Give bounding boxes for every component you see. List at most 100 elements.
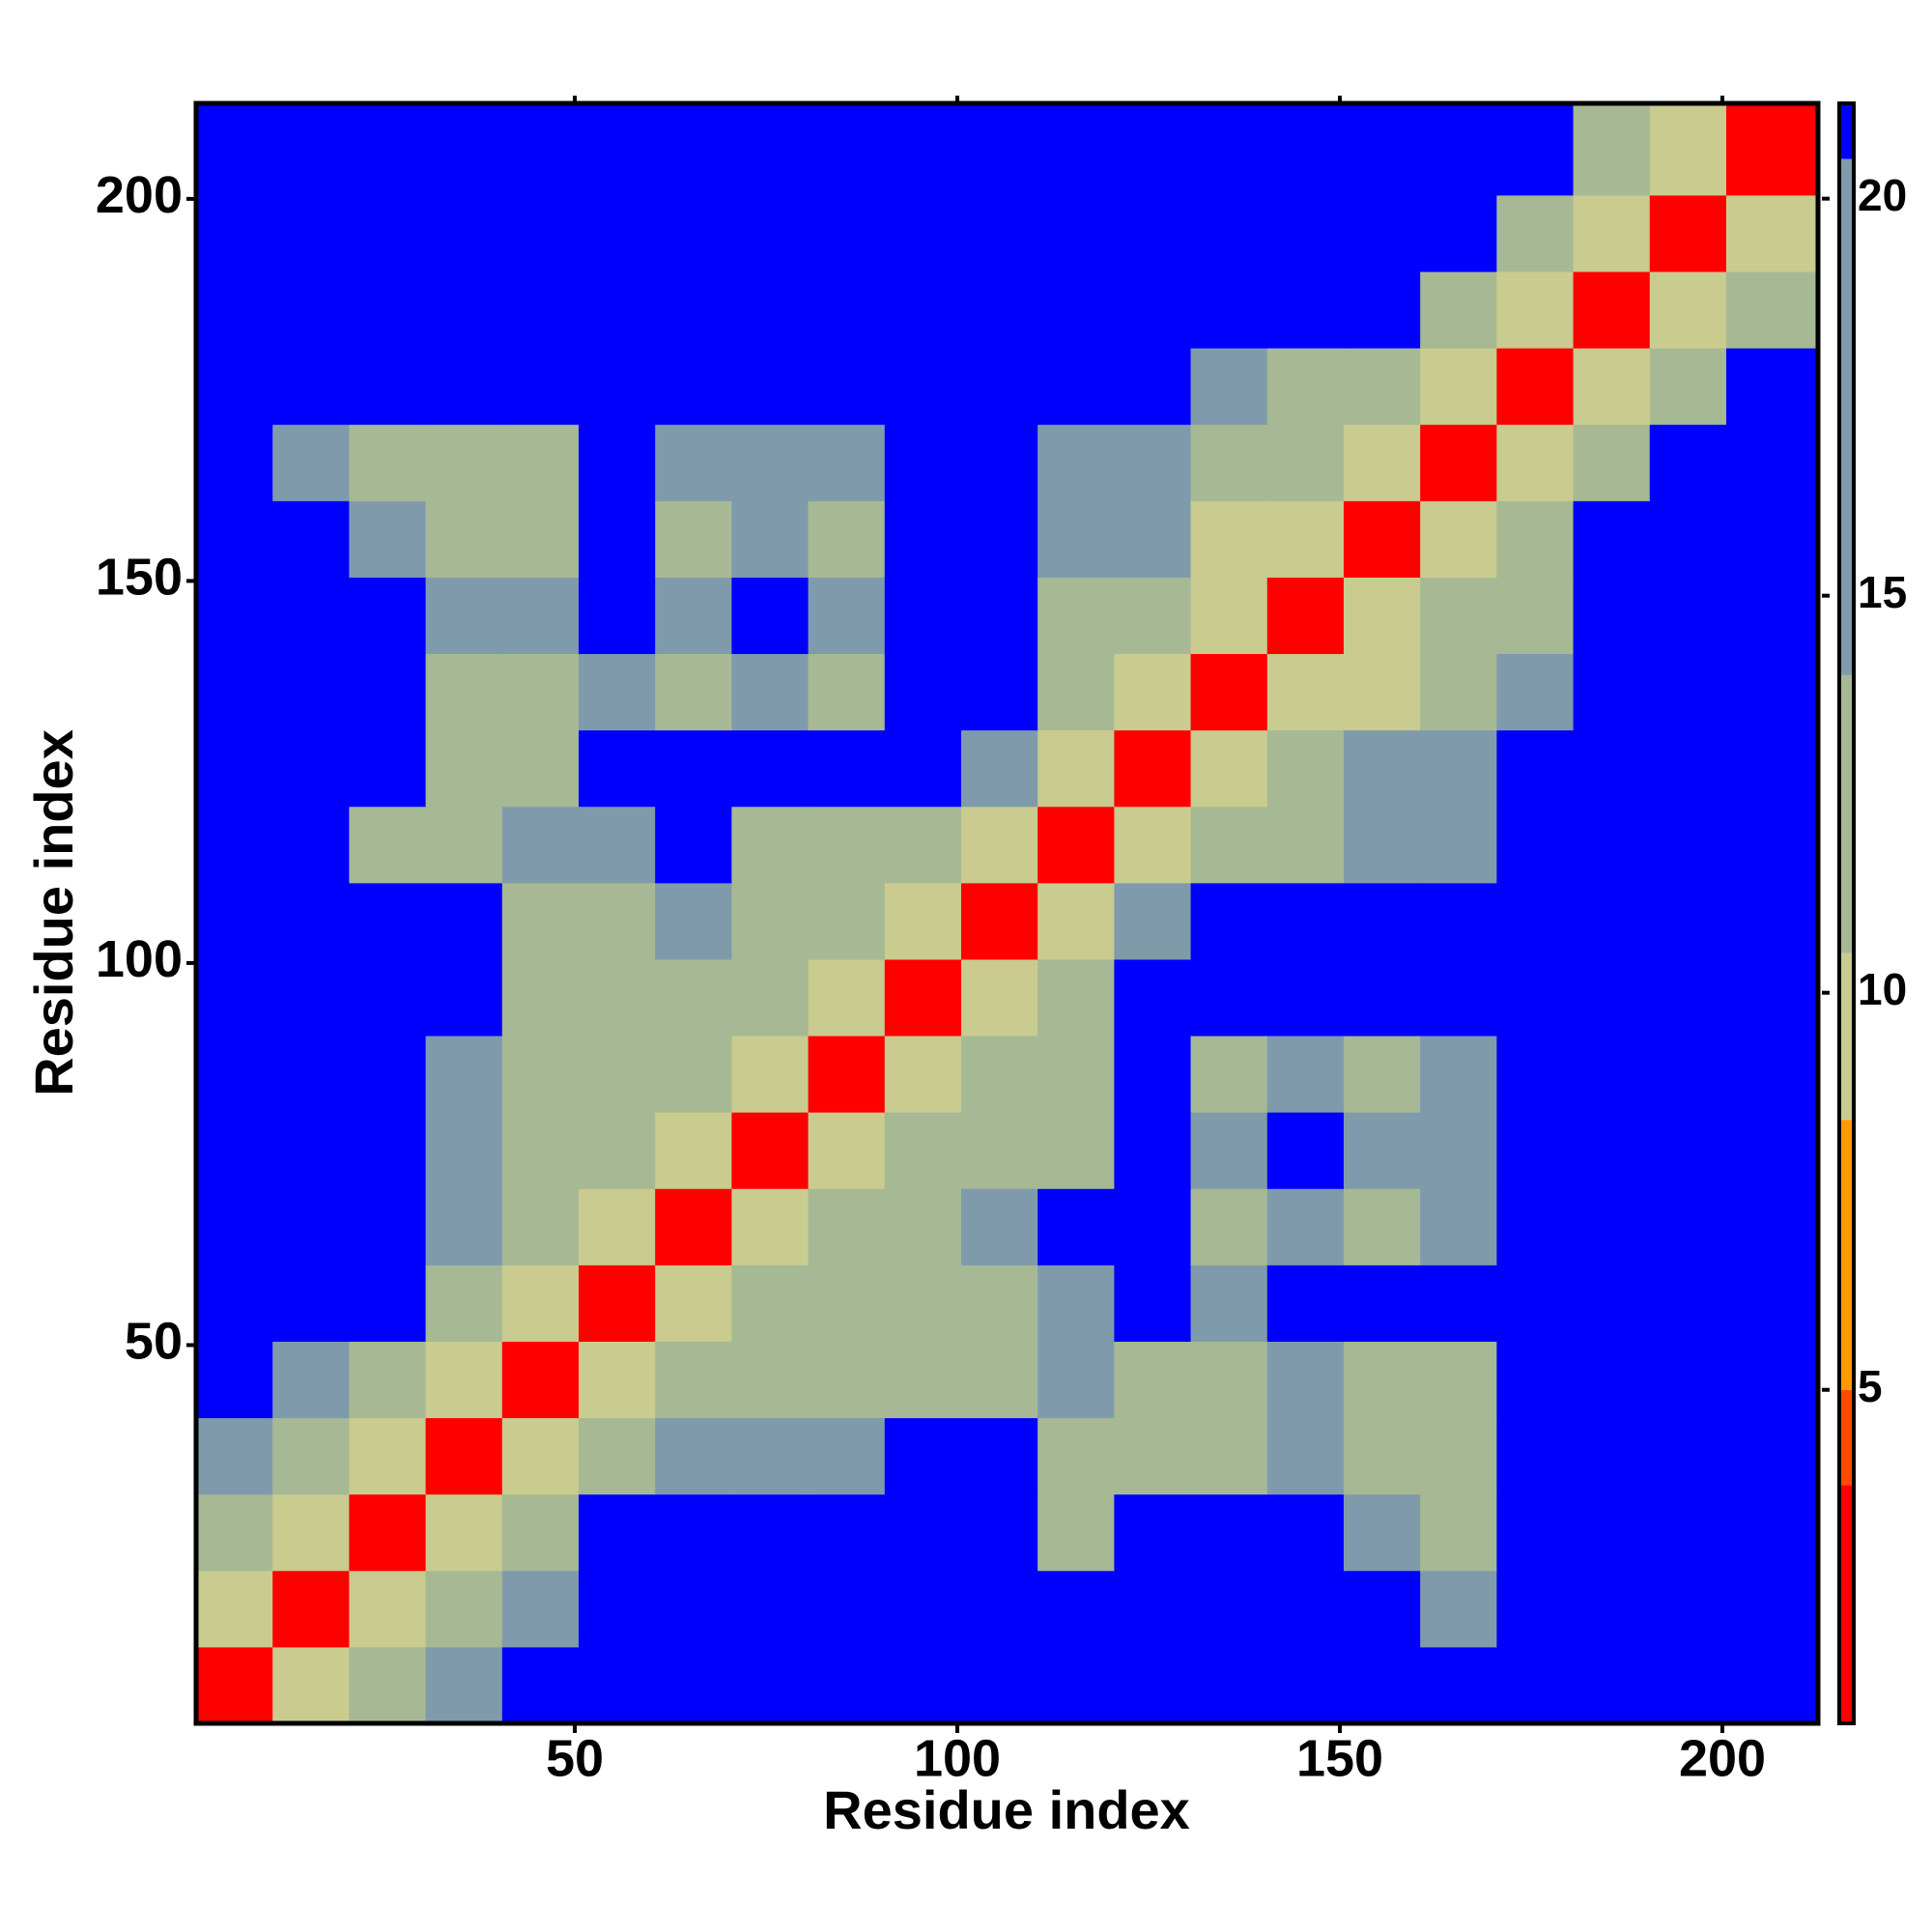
heatmap-cell — [1420, 653, 1497, 731]
heatmap-cell — [1190, 500, 1268, 578]
heatmap-cell — [272, 1570, 350, 1648]
heatmap-cell — [655, 194, 732, 272]
heatmap-cell — [578, 653, 656, 731]
heatmap-cell — [884, 271, 962, 349]
heatmap-cell — [1496, 1188, 1575, 1265]
heatmap-cell — [1343, 194, 1421, 272]
heatmap-cell — [1037, 1493, 1115, 1572]
heatmap-cell — [1649, 1036, 1727, 1113]
heatmap-cell — [501, 1570, 580, 1648]
heatmap-cell — [808, 271, 886, 349]
heatmap-cell — [808, 194, 886, 272]
heatmap-cell — [578, 958, 656, 1037]
heatmap-cell — [196, 1493, 273, 1572]
heatmap-cell — [1496, 1341, 1575, 1419]
heatmap-cell — [1266, 806, 1345, 884]
heatmap-cell — [272, 653, 350, 731]
heatmap-cell — [808, 729, 886, 808]
heatmap-cell — [731, 806, 810, 884]
heatmap-cell — [884, 1341, 962, 1419]
heatmap-cell — [272, 958, 350, 1037]
heatmap-cell — [1037, 882, 1115, 960]
heatmap-cell — [349, 1264, 427, 1342]
heatmap-cell — [501, 653, 580, 731]
heatmap-cell — [1573, 577, 1651, 655]
heatmap-cell — [731, 194, 810, 272]
heatmap-cell — [1114, 1036, 1192, 1113]
heatmap-cell — [1420, 882, 1497, 960]
heatmap-cell — [349, 1570, 427, 1648]
heatmap-cell — [349, 500, 427, 578]
heatmap-cell — [272, 1417, 350, 1495]
heatmap-cell — [655, 103, 732, 196]
heatmap-cell — [1037, 103, 1115, 196]
heatmap-cell — [272, 729, 350, 808]
heatmap-cell — [1725, 500, 1819, 578]
heatmap-cell — [578, 271, 656, 349]
heatmap-cell — [1573, 271, 1651, 349]
heatmap-cell — [731, 1493, 810, 1572]
heatmap-cell — [1266, 1570, 1345, 1648]
heatmap-cell — [425, 1570, 503, 1648]
heatmap-cell — [655, 653, 732, 731]
heatmap-cell — [1114, 577, 1192, 655]
heatmap-cell — [1496, 103, 1575, 196]
heatmap-cell — [196, 1570, 273, 1648]
heatmap-cell — [1496, 577, 1575, 655]
heatmap-cell — [1420, 424, 1497, 501]
heatmap-cell — [1649, 1341, 1727, 1419]
heatmap-cell — [960, 500, 1038, 578]
heatmap-cell — [1114, 1112, 1192, 1189]
heatmap-cell — [1343, 1112, 1421, 1189]
heatmap-cell — [1343, 1341, 1421, 1419]
heatmap-cell — [196, 1188, 273, 1265]
heatmap-cell — [1573, 729, 1651, 808]
heatmap-cell — [1190, 1341, 1268, 1419]
heatmap-cell — [425, 1036, 503, 1113]
heatmap-cell — [501, 729, 580, 808]
heatmap-cell — [1496, 806, 1575, 884]
heatmap-cell — [1114, 1570, 1192, 1648]
heatmap-cell — [196, 729, 273, 808]
heatmap-cell — [731, 500, 810, 578]
heatmap-cell — [1649, 103, 1727, 196]
heatmap-cell — [960, 1570, 1038, 1648]
heatmap-cell — [578, 1188, 656, 1265]
heatmap-cell — [655, 729, 732, 808]
heatmap-cell — [425, 271, 503, 349]
heatmap-cell — [1420, 500, 1497, 578]
heatmap-cell — [884, 194, 962, 272]
heatmap-cell — [425, 103, 503, 196]
heatmap-cell — [731, 882, 810, 960]
heatmap-cell — [272, 1112, 350, 1189]
heatmap-cell — [425, 958, 503, 1037]
heatmap-cell — [655, 500, 732, 578]
colorbar-frame — [1837, 101, 1856, 1725]
heatmap-cell — [1420, 1417, 1497, 1495]
heatmap-cell — [960, 1646, 1038, 1724]
heatmap-cell — [960, 103, 1038, 196]
heatmap-cell — [1037, 1112, 1115, 1189]
x-tick-label: 100 — [914, 1729, 1001, 1787]
heatmap-cell — [1496, 1112, 1575, 1189]
heatmap-cell — [501, 1417, 580, 1495]
heatmap-cell — [501, 103, 580, 196]
heatmap-cell — [501, 1188, 580, 1265]
heatmap-cell — [1037, 1570, 1115, 1648]
heatmap-cell — [1343, 729, 1421, 808]
heatmap-cell — [655, 1570, 732, 1648]
heatmap-cell — [1573, 1264, 1651, 1342]
heatmap-cell — [272, 882, 350, 960]
heatmap-cell — [1190, 1493, 1268, 1572]
x-tick-label: 150 — [1296, 1729, 1383, 1787]
y-tick-label: 200 — [96, 166, 183, 224]
heatmap-cell — [501, 577, 580, 655]
heatmap-cell — [349, 729, 427, 808]
colorbar-tick-label: 5 — [1858, 1361, 1883, 1411]
heatmap-cell — [1343, 653, 1421, 731]
heatmap-cell — [1343, 958, 1421, 1037]
heatmap-cell — [1649, 653, 1727, 731]
heatmap-cell — [808, 1341, 886, 1419]
heatmap-cell — [272, 1646, 350, 1724]
colorbar-tick-label: 10 — [1858, 964, 1907, 1014]
